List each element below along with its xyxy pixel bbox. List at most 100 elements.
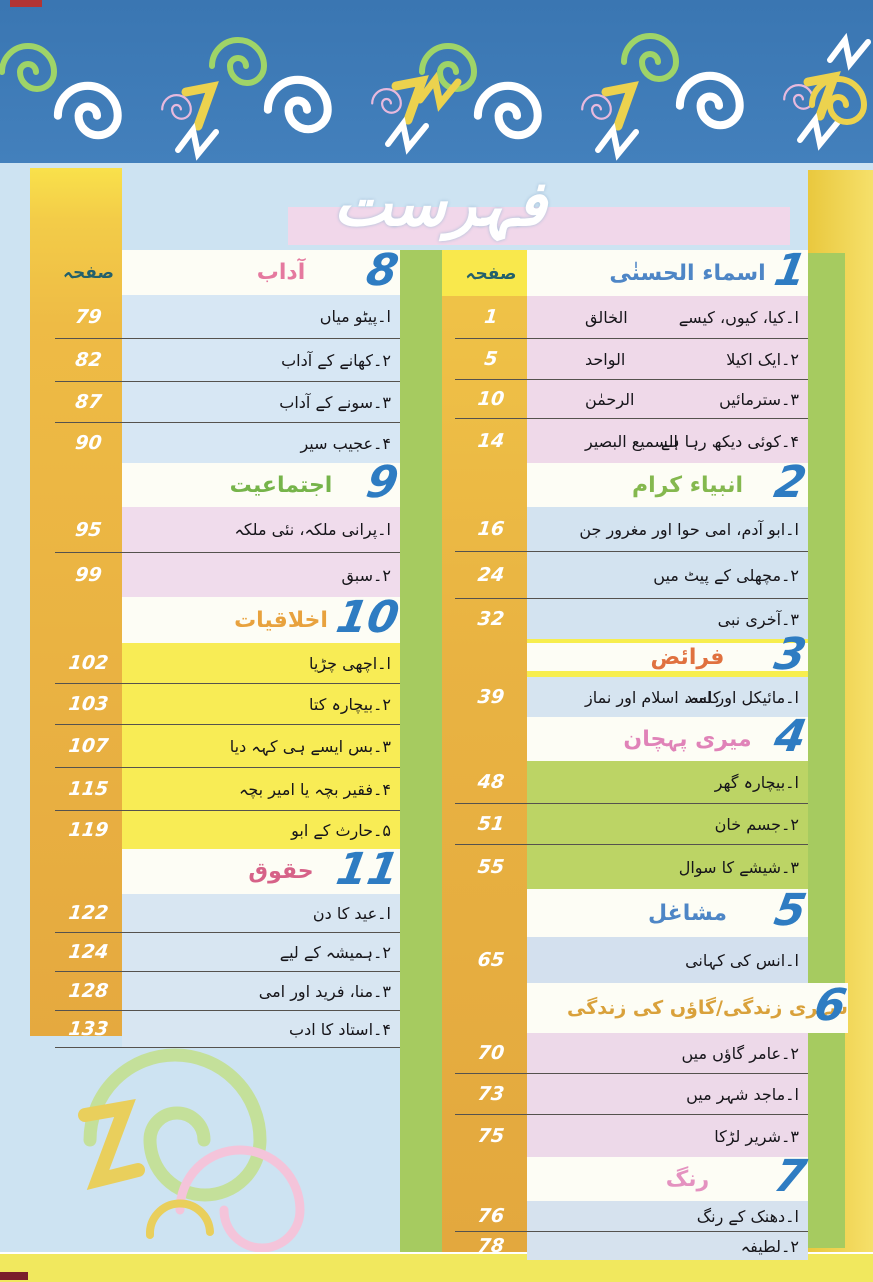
entry-title: ا۔بیچارہ گھر [714, 772, 799, 792]
scan-corner-mark [0, 1272, 28, 1280]
entry-page-number: 122 [67, 902, 110, 924]
entry-title: ۴۔عجیب سیر [300, 433, 391, 453]
chapter-number: 9 [362, 457, 403, 509]
toc-entry-row: 99 ۲۔سبق [55, 553, 400, 597]
entry-cell: ۳۔آخری نبی [527, 599, 808, 639]
entry-cell: ا۔مائیکل اور اسد کلمہ، اسلام اور نماز [527, 677, 808, 717]
chapter-heading: رنگ 7 [527, 1151, 811, 1203]
entry-cell: ا۔پیٹو میاں [122, 295, 400, 338]
entry-title: ا۔عید کا دن [312, 903, 391, 923]
toc-entry-row: 103 ۲۔بیچارہ کتا [55, 684, 400, 725]
entry-cell: ۲۔ایک اکیلا الواحد [527, 339, 808, 379]
entry-title: ۴۔استاد کا ادب [289, 1019, 391, 1039]
chapter-number: 6 [810, 980, 851, 1032]
entry-cell: ۲۔جسم خان [527, 804, 808, 844]
left-page-number-bar [30, 168, 122, 1036]
chapter-number: 3 [770, 629, 811, 681]
entry-cell: ا۔ماجد شہر میں [527, 1074, 808, 1114]
chapter-number: 11 [332, 843, 403, 895]
entry-title: ۲۔ایک اکیلا [726, 349, 799, 369]
toc-entry-row: 87 ۳۔سونے کے آداب [55, 382, 400, 423]
entry-page-number: 103 [67, 693, 110, 715]
entry-title: ۵۔حارث کے ابو [291, 820, 391, 840]
toc-entry-row: 119 ۵۔حارث کے ابو [55, 811, 400, 849]
entry-cell: ا۔دھنک کے رنگ [527, 1201, 808, 1231]
chapter-title: رنگ [665, 1166, 710, 1192]
chapter-title: آداب [256, 260, 306, 285]
entry-cell: ۳۔سترمائیں الرحمٰن [527, 380, 808, 418]
chapter-number: 8 [362, 244, 403, 296]
entry-title: ۲۔ہمیشہ کے لیے [279, 942, 391, 962]
entry-page-number: 10 [476, 388, 506, 410]
entry-title: ا۔اچھی چڑیا [309, 653, 391, 673]
entry-cell: ۳۔بس ایسے ہی کہہ دیا [122, 725, 400, 767]
entry-title: ا۔مائیکل اور اسد [685, 687, 799, 707]
entry-page-number: 24 [476, 564, 506, 586]
page-title: فہرست [333, 167, 547, 240]
chapter-number: 1 [770, 245, 811, 297]
toc-entry-row: 39 ا۔مائیکل اور اسد کلمہ، اسلام اور نماز [455, 677, 808, 717]
entry-page-number: 124 [67, 941, 110, 963]
toc-entry-row: 70 ۲۔عامر گاؤں میں [455, 1033, 808, 1074]
entry-cell: ا۔انس کی کہانی [527, 937, 808, 983]
chapter-heading: انبیاء کرام 2 [527, 457, 811, 508]
toc-column-left: صفحہ آداب 8 79 ا۔پیٹو میاں 82 ۲۔کھانے کے… [53, 244, 403, 1048]
page-column-spacer [452, 983, 529, 1033]
page-column-spacer [53, 597, 125, 643]
toc-entry-row: 1 ا۔کیا، کیوں، کیسے الخالق [455, 296, 808, 339]
toc-entry-row: 16 ا۔ابو آدم، امی حوا اور مغرور جن [455, 507, 808, 552]
page-column-spacer [453, 717, 530, 761]
chapter-heading-row: فرائض 3 [455, 629, 811, 680]
chapter-number: 7 [770, 1151, 811, 1203]
entry-cell: ۴۔عجیب سیر [122, 423, 400, 463]
chapter-heading-row: صفحہ اسماء الحسنٰی 1 [455, 245, 811, 297]
chapter-title: اجتماعیت [229, 472, 333, 498]
entry-page-number: 14 [476, 430, 506, 452]
chapter-title: اخلاقیات [234, 607, 328, 633]
bottom-swirls-icon [30, 1020, 370, 1252]
entry-page-number: 1 [483, 306, 499, 328]
toc-entry-row: 90 ۴۔عجیب سیر [55, 423, 400, 463]
chapter-number: 10 [332, 592, 403, 644]
entry-title: ۴۔فقیر بچہ یا امیر بچہ [238, 779, 391, 799]
toc-entry-row: 76 ا۔دھنک کے رنگ [455, 1201, 808, 1232]
entry-title: ۴۔کوئی دیکھ رہا ہے [660, 431, 799, 451]
toc-entry-row: 75 ۳۔شریر لڑکا [455, 1115, 808, 1157]
entry-cell: ۴۔استاد کا ادب [122, 1011, 400, 1047]
page-column-spacer [53, 849, 125, 894]
toc-entry-row: 79 ا۔پیٹو میاں [55, 295, 400, 339]
entry-cell: ۳۔شریر لڑکا [527, 1115, 808, 1157]
entry-title: ۲۔کھانے کے آداب [281, 350, 391, 370]
middle-green-bar [400, 250, 442, 1252]
entry-cell: ا۔بیچارہ گھر [527, 761, 808, 803]
page-column-spacer [453, 1157, 530, 1201]
chapter-heading: حقوق 11 [122, 843, 403, 895]
chapter-heading: اسماء الحسنٰی 1 [527, 245, 811, 297]
entry-title: ۳۔سترمائیں [719, 389, 799, 409]
entry-title: ا۔دھنک کے رنگ [696, 1206, 799, 1226]
entry-page-number: 79 [74, 305, 103, 328]
chapter-heading: اجتماعیت 9 [122, 457, 403, 509]
entry-cell: ۴۔کوئی دیکھ رہا ہے السمیع البصیر [527, 419, 808, 463]
entry-cell: ۴۔فقیر بچہ یا امیر بچہ [122, 768, 400, 810]
chapter-title: اسماء الحسنٰی [609, 260, 766, 286]
entry-subtitle: الواحد [585, 349, 626, 369]
entry-subtitle: الرحمٰن [585, 389, 635, 409]
entry-cell: ا۔پرانی ملکہ، نئی ملکہ [122, 507, 400, 552]
entry-title: ا۔کیا، کیوں، کیسے [678, 307, 799, 327]
chapter-heading: میری پہچان 4 [527, 711, 811, 762]
toc-entry-row: 65 ا۔انس کی کہانی [455, 937, 808, 983]
entry-cell: ۵۔حارث کے ابو [122, 811, 400, 849]
chapter-heading-row: صفحہ آداب 8 [55, 244, 403, 296]
entry-title: ۲۔مچھلی کے پیٹ میں [653, 565, 799, 585]
entry-page-number: 99 [74, 564, 103, 586]
chapter-heading: اخلاقیات 10 [122, 592, 403, 644]
toc-entry-row: 122 ا۔عید کا دن [55, 894, 400, 933]
entry-title: ۳۔سونے کے آداب [279, 392, 391, 412]
entry-title: ۲۔سبق [341, 565, 391, 585]
page-column-header: صفحہ [465, 263, 517, 284]
entry-page-number: 55 [476, 856, 506, 878]
entry-cell: ۲۔لطیفہ [527, 1232, 808, 1260]
right-page-number-bar [442, 250, 527, 1252]
entry-cell: ا۔کیا، کیوں، کیسے الخالق [527, 296, 808, 338]
